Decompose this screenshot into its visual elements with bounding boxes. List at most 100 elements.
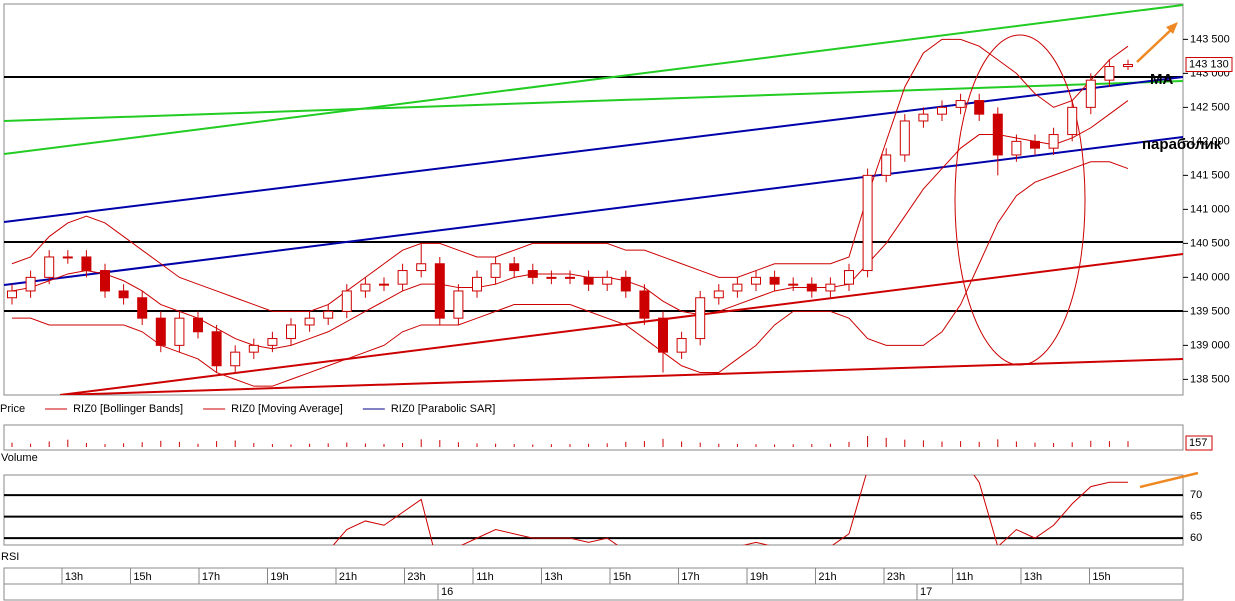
plot (7, 38, 1133, 387)
candle-body (862, 174, 873, 272)
candle-body (806, 283, 817, 292)
candle-body (732, 283, 743, 292)
panel-label: RSI (1, 551, 19, 563)
candle-body (639, 290, 650, 319)
y-tick-label: 140 500 (1190, 237, 1230, 249)
y-tick-label: 141 000 (1190, 203, 1230, 215)
candle-body (62, 256, 73, 259)
frames (3, 3, 1184, 601)
y-tick-label: 143 500 (1190, 33, 1230, 45)
candle-body (230, 351, 241, 367)
date-label: 16 (441, 586, 453, 598)
candle-body (267, 338, 278, 346)
x-tick-label: 19h (270, 571, 288, 583)
candle-body (713, 290, 724, 299)
candle-body (25, 276, 36, 292)
x-tick-label: 23h (407, 571, 425, 583)
price-label: 143 130 (1189, 58, 1229, 70)
candle-body (620, 276, 631, 292)
candle-body (248, 344, 259, 353)
candle-body (844, 270, 854, 285)
legend-label: RIZ0 [Parabolic SAR] (391, 403, 496, 415)
legend-label: RIZ0 [Moving Average] (231, 403, 343, 415)
rsi-line (332, 475, 1128, 545)
candle-body (937, 106, 947, 115)
volume-label-box (1185, 435, 1213, 451)
candle-body (137, 297, 148, 319)
y-tick-label: 139 500 (1190, 305, 1230, 317)
price-label-box (1185, 57, 1233, 73)
candle-body (602, 276, 613, 285)
y-tick-label: 65 (1190, 511, 1202, 523)
candle-body (304, 317, 315, 326)
candle-body (788, 283, 799, 286)
date-label: 17 (920, 586, 932, 598)
x-tick-label: 15h (1092, 571, 1110, 583)
candle-body (174, 317, 185, 346)
candle-body (658, 317, 668, 353)
candle-body (899, 120, 910, 156)
x-tick-label: 19h (750, 571, 768, 583)
candle-body (825, 283, 836, 292)
candle-body (323, 310, 334, 319)
candle-body (1123, 64, 1133, 68)
candle-body (472, 276, 482, 292)
candle-body (286, 324, 296, 340)
panel-label: Volume (1, 452, 38, 464)
candle-body (1067, 106, 1078, 136)
y-tick-label: 142 000 (1190, 135, 1230, 147)
x-tick-label: 13h (1024, 571, 1042, 583)
candle-body (434, 263, 445, 319)
candle-body (211, 331, 222, 367)
y-tick-label: 70 (1190, 489, 1202, 501)
x-tick-label: 13h (544, 571, 562, 583)
candle-body (397, 270, 408, 285)
candle-body (546, 276, 557, 279)
x-tick-label: 17h (202, 571, 220, 583)
drawn-lines (4, 4, 1183, 395)
candle-body (1030, 140, 1040, 149)
candle-body (118, 290, 129, 299)
candle-body (527, 270, 538, 278)
y-tick-label: 142 500 (1190, 101, 1230, 113)
x-tick-label: 11h (476, 571, 494, 583)
y-tick-label: 60 (1190, 532, 1202, 544)
candle-body (1048, 134, 1059, 149)
candle-body (565, 276, 575, 279)
x-tick-label: 21h (339, 571, 357, 583)
candle-body (1104, 66, 1115, 81)
candle-body (81, 256, 92, 272)
candle-body (490, 263, 501, 278)
candle-body (453, 290, 464, 319)
candle-body (974, 100, 985, 115)
annotation: MA (1150, 71, 1173, 88)
candle-body (360, 283, 371, 292)
candle-body (341, 290, 352, 312)
annotation: параболик (1142, 136, 1222, 153)
bollinger-upper (11, 38, 1129, 312)
x-tick-label: 21h (818, 571, 836, 583)
candle-body (676, 338, 687, 353)
candle-body (992, 113, 1003, 156)
candle-body (881, 154, 892, 176)
candle-body (155, 317, 166, 346)
candle-body (379, 283, 389, 286)
candle-body (100, 270, 110, 292)
x-tick-label: 11h (956, 571, 974, 583)
candle-body (509, 263, 520, 272)
candle-body (769, 276, 780, 285)
candle-body (44, 256, 55, 278)
arrow (1139, 471, 1199, 489)
x-tick-label: 13h (65, 571, 83, 583)
candle-body (955, 100, 966, 108)
candle-body (1085, 79, 1096, 108)
bollinger-lower (12, 161, 1129, 387)
candle-body (7, 290, 17, 299)
legend-label: Price (0, 403, 25, 415)
x-tick-label: 17h (681, 571, 699, 583)
arrow-head (1166, 22, 1178, 34)
y-tick-label: 141 500 (1190, 169, 1230, 181)
rsi-plot (332, 475, 1128, 545)
candle-body (918, 113, 929, 122)
